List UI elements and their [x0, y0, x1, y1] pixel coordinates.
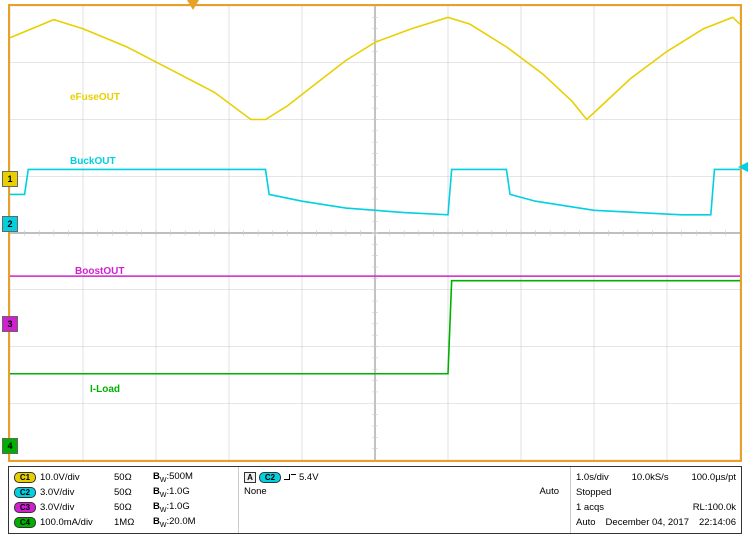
- ch4-ground-marker: 4: [2, 438, 18, 454]
- bandwidth: BW:500M: [153, 471, 193, 484]
- sample-interval: 100.0µs/pt: [691, 472, 736, 483]
- sample-rate: 10.0kS/s: [632, 472, 669, 483]
- vdiv: 3.0V/div: [40, 487, 110, 498]
- vdiv: 10.0V/div: [40, 472, 110, 483]
- channel-badge-c2: C2: [14, 487, 36, 498]
- channel-settings-column: C1 10.0V/div 50Ω BW:500MC2 3.0V/div 50Ω …: [9, 467, 239, 533]
- channel-row-c4: C4 100.0mA/div 1MΩ BW:20.0M: [14, 515, 233, 530]
- channel-row-c1: C1 10.0V/div 50Ω BW:500M: [14, 470, 233, 485]
- ch2-ground-marker: 2: [2, 216, 18, 232]
- channel-row-c2: C2 3.0V/div 50Ω BW:1.0G: [14, 485, 233, 500]
- trigger-position-marker: [187, 0, 199, 10]
- date-stamp: December 04, 2017: [606, 517, 689, 528]
- trace-label-c4: I-Load: [90, 384, 120, 395]
- record-length: RL:100.0k: [693, 502, 736, 513]
- vdiv: 3.0V/div: [40, 502, 110, 513]
- bandwidth: BW:1.0G: [153, 486, 190, 499]
- trigger-l2-left: None: [244, 486, 267, 497]
- acq-count: 1 acqs: [576, 502, 604, 513]
- trigger-mode-badge: A: [244, 472, 256, 483]
- trace-label-c1: eFuseOUT: [70, 92, 120, 103]
- impedance: 50Ω: [114, 487, 149, 498]
- acq-mode: Auto: [576, 517, 596, 528]
- status-panel: C1 10.0V/div 50Ω BW:500MC2 3.0V/div 50Ω …: [8, 466, 742, 534]
- trigger-level: 5.4V: [299, 472, 319, 483]
- channel-row-c3: C3 3.0V/div 50Ω BW:1.0G: [14, 500, 233, 515]
- ch3-ground-marker: 3: [2, 316, 18, 332]
- timebase-scale: 1.0s/div: [576, 472, 609, 483]
- trigger-settings-column: A C2 5.4V None Auto: [239, 467, 571, 533]
- channel-badge-c4: C4: [14, 517, 36, 528]
- trigger-level-arrow: [738, 162, 748, 172]
- ch1-ground-marker: 1: [2, 171, 18, 187]
- impedance: 1MΩ: [114, 517, 149, 528]
- trigger-l2-right: Auto: [539, 486, 559, 497]
- trace-label-c2: BuckOUT: [70, 156, 116, 167]
- channel-badge-c3: C3: [14, 502, 36, 513]
- bandwidth: BW:1.0G: [153, 501, 190, 514]
- scope-display: 1234 eFuseOUTBuckOUTBoostOUTI-Load: [8, 4, 742, 462]
- rising-edge-icon: [284, 472, 296, 482]
- vdiv: 100.0mA/div: [40, 517, 110, 528]
- impedance: 50Ω: [114, 472, 149, 483]
- impedance: 50Ω: [114, 502, 149, 513]
- time-stamp: 22:14:06: [699, 517, 736, 528]
- run-state: Stopped: [576, 487, 611, 498]
- timebase-column: 1.0s/div 10.0kS/s 100.0µs/pt Stopped 1 a…: [571, 467, 741, 533]
- trigger-source-badge: C2: [259, 472, 281, 483]
- trace-label-c3: BoostOUT: [75, 266, 124, 277]
- bandwidth: BW:20.0M: [153, 516, 196, 529]
- channel-badge-c1: C1: [14, 472, 36, 483]
